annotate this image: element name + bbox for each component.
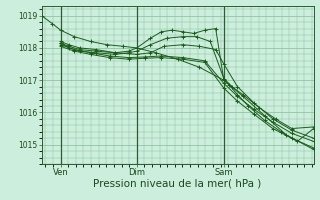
X-axis label: Pression niveau de la mer( hPa ): Pression niveau de la mer( hPa )	[93, 179, 262, 189]
